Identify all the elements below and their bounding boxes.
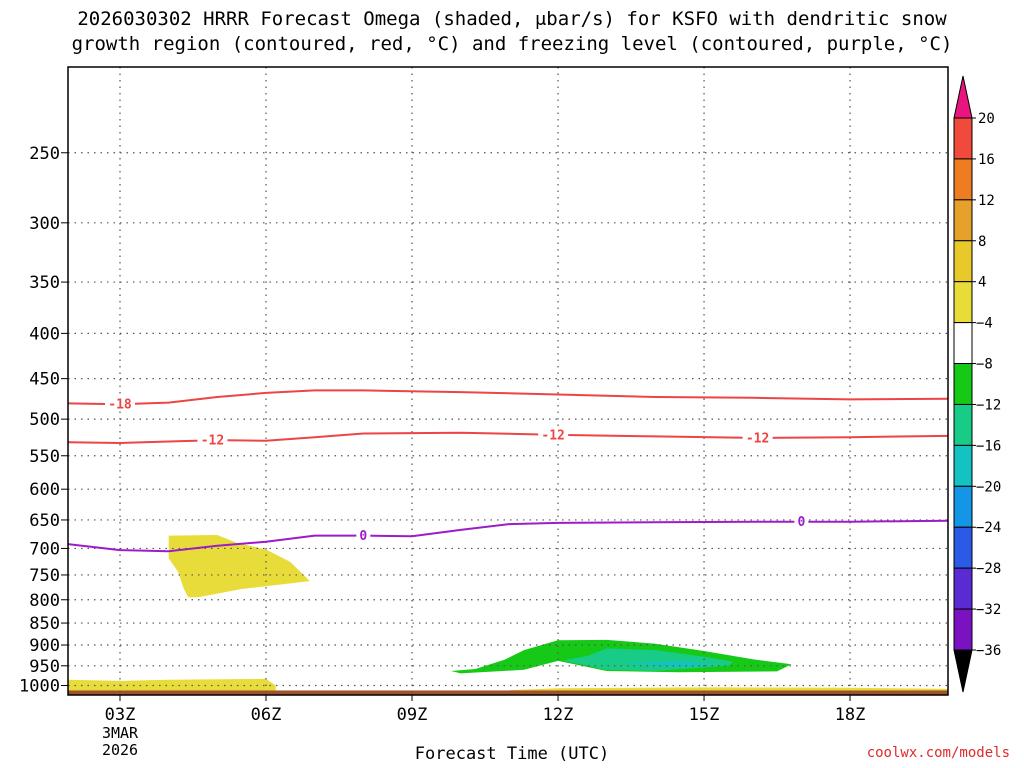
x-tick-label: 06Z xyxy=(251,705,282,725)
colorbar-box xyxy=(953,485,973,528)
contour-label-bg xyxy=(197,433,228,448)
y-tick-label: 900 xyxy=(29,636,60,656)
colorbar-label: −12 xyxy=(976,397,1001,413)
contour-label: -12 xyxy=(201,434,224,449)
colorbar-label: 8 xyxy=(978,234,986,250)
contour-line xyxy=(68,389,948,406)
contour-label-bg xyxy=(105,397,135,412)
y-tick-label: 600 xyxy=(29,480,60,500)
colorbar-label: −16 xyxy=(976,438,1001,454)
contour-label: 0 xyxy=(359,529,367,544)
x-tick-label: 18Z xyxy=(835,705,866,725)
omega-shaded-region xyxy=(168,535,310,598)
colorbar-label: −24 xyxy=(976,520,1001,536)
colorbar-label: 20 xyxy=(978,111,995,127)
colorbar-box xyxy=(953,526,973,569)
colorbar-box xyxy=(953,117,973,160)
colorbar-box xyxy=(953,240,973,283)
colorbar-box xyxy=(953,608,973,651)
omega-shaded-region xyxy=(509,687,948,691)
x-axis-title: Forecast Time (UTC) xyxy=(414,744,610,764)
colorbar-box xyxy=(953,158,973,201)
y-tick-label: 550 xyxy=(29,447,60,467)
colorbar-label: 12 xyxy=(978,193,995,209)
terrain-band xyxy=(68,690,948,695)
colorbar-label: 4 xyxy=(978,275,986,291)
colorbar-label: 16 xyxy=(978,152,995,168)
y-tick-label: 450 xyxy=(29,370,60,390)
x-tick-year-label: 2026 xyxy=(102,741,138,759)
colorbar-box xyxy=(953,444,973,487)
colorbar-label: −8 xyxy=(976,357,993,373)
y-tick-label: 350 xyxy=(29,273,60,293)
plot-frame xyxy=(67,66,949,696)
colorbar-label: −4 xyxy=(976,316,993,332)
contour-label: -18 xyxy=(108,398,132,413)
credit-link[interactable]: coolwx.com/models xyxy=(866,745,1010,761)
x-tick-label: 12Z xyxy=(543,705,574,725)
contour-line xyxy=(68,519,948,553)
colorbar-label: −36 xyxy=(976,643,1001,659)
contour-label-bg xyxy=(538,427,569,442)
contour-label: -12 xyxy=(746,431,769,446)
colorbar-label: −32 xyxy=(976,602,1001,618)
y-tick-label: 800 xyxy=(29,591,60,611)
x-tick-label: 03Z xyxy=(105,705,136,725)
y-tick-label: 950 xyxy=(29,657,60,677)
colorbar-box xyxy=(953,567,973,610)
colorbar-bottom-triangle xyxy=(953,649,973,693)
colorbar-box xyxy=(953,363,973,405)
colorbar-box xyxy=(953,403,973,446)
y-tick-label: 850 xyxy=(29,614,60,634)
contour-label: -12 xyxy=(541,428,564,443)
y-tick-label: 650 xyxy=(29,511,60,531)
y-tick-label: 750 xyxy=(29,566,60,586)
contour-label-bg xyxy=(742,430,773,445)
colorbar-box xyxy=(953,281,973,324)
colorbar-box xyxy=(953,322,973,365)
contour-label: 0 xyxy=(797,515,805,530)
x-tick-label: 09Z xyxy=(397,705,428,725)
x-tick-date-label: 3MAR xyxy=(102,724,139,742)
colorbar-box xyxy=(953,199,973,242)
chart-title-line2: growth region (contoured, red, °C) and f… xyxy=(71,33,953,55)
y-tick-label: 250 xyxy=(29,144,60,164)
colorbar-label: −20 xyxy=(976,479,1001,495)
y-tick-label: 300 xyxy=(29,214,60,234)
x-tick-label: 15Z xyxy=(689,705,720,725)
omega-shaded-region xyxy=(621,661,719,667)
colorbar-top-triangle xyxy=(953,75,973,119)
y-tick-label: 700 xyxy=(29,539,60,559)
plot-area: -18 -12 -12 -12 0 0 xyxy=(68,67,948,695)
y-tick-label: 500 xyxy=(29,410,60,430)
colorbar-label: −28 xyxy=(976,561,1001,577)
contour-label-bg xyxy=(794,514,809,529)
contour-label-bg xyxy=(356,528,371,543)
omega-shaded-region xyxy=(68,678,276,691)
y-tick-label: 400 xyxy=(29,324,60,344)
y-tick-label: 1000 xyxy=(19,677,60,697)
chart-title-line1: 2026030302 HRRR Forecast Omega (shaded, … xyxy=(77,8,947,30)
